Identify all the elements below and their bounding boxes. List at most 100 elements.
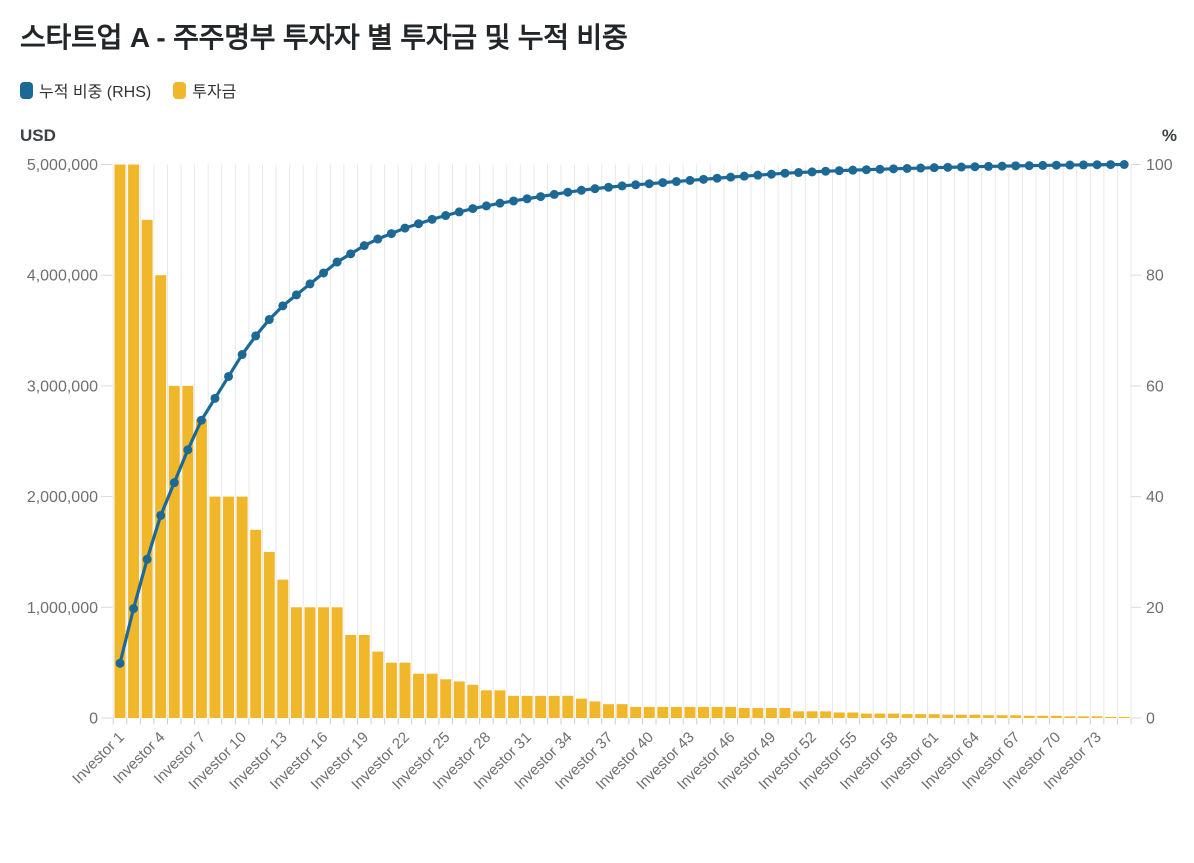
bar-investor-2[interactable] <box>128 164 140 719</box>
bar-investor-58[interactable] <box>888 713 899 718</box>
bar-investor-29[interactable] <box>494 690 506 718</box>
bar-investor-20[interactable] <box>372 651 384 718</box>
dot-investor-20[interactable] <box>373 234 383 244</box>
dot-investor-70[interactable] <box>1051 160 1061 170</box>
dot-investor-27[interactable] <box>468 204 478 214</box>
bar-investor-43[interactable] <box>684 706 696 718</box>
bar-investor-56[interactable] <box>860 713 872 718</box>
bar-investor-64[interactable] <box>969 714 981 718</box>
dot-investor-1[interactable] <box>115 658 125 668</box>
bar-investor-68[interactable] <box>1023 715 1035 718</box>
bar-investor-54[interactable] <box>833 712 845 718</box>
dot-investor-51[interactable] <box>794 168 804 178</box>
dot-investor-66[interactable] <box>997 161 1007 171</box>
bar-investor-11[interactable] <box>250 529 262 718</box>
dot-investor-39[interactable] <box>631 180 641 190</box>
dot-investor-11[interactable] <box>251 331 261 341</box>
dot-investor-52[interactable] <box>807 167 817 177</box>
dot-investor-54[interactable] <box>834 166 844 176</box>
bar-investor-14[interactable] <box>290 607 302 718</box>
dot-investor-21[interactable] <box>386 229 396 239</box>
dot-investor-12[interactable] <box>264 315 274 325</box>
bar-investor-50[interactable] <box>779 708 791 718</box>
bar-investor-69[interactable] <box>1037 715 1049 718</box>
dot-investor-67[interactable] <box>1011 161 1021 171</box>
dot-investor-53[interactable] <box>821 166 831 176</box>
dot-investor-59[interactable] <box>902 163 912 173</box>
dot-investor-3[interactable] <box>142 554 152 564</box>
bar-investor-31[interactable] <box>521 695 533 718</box>
bar-investor-51[interactable] <box>793 711 805 718</box>
dot-investor-45[interactable] <box>712 173 722 183</box>
bar-investor-6[interactable] <box>182 385 194 718</box>
dot-investor-30[interactable] <box>509 196 519 206</box>
bar-investor-75[interactable] <box>1118 716 1130 718</box>
dot-investor-64[interactable] <box>970 162 980 172</box>
bar-investor-19[interactable] <box>358 634 370 718</box>
dot-investor-14[interactable] <box>291 290 301 300</box>
dot-investor-25[interactable] <box>441 211 451 221</box>
bar-investor-55[interactable] <box>847 712 859 718</box>
bar-investor-35[interactable] <box>575 698 587 718</box>
dot-investor-57[interactable] <box>875 164 885 174</box>
dot-investor-73[interactable] <box>1092 160 1102 170</box>
bar-investor-66[interactable] <box>996 715 1008 718</box>
bar-investor-5[interactable] <box>168 385 180 718</box>
bar-investor-65[interactable] <box>983 715 994 718</box>
dot-investor-68[interactable] <box>1024 161 1034 171</box>
dot-investor-15[interactable] <box>305 279 315 289</box>
bar-investor-40[interactable] <box>643 706 655 718</box>
bar-investor-17[interactable] <box>331 607 343 718</box>
dot-investor-36[interactable] <box>590 184 600 194</box>
dot-investor-41[interactable] <box>658 178 668 188</box>
dot-investor-37[interactable] <box>604 182 614 192</box>
bar-investor-27[interactable] <box>467 684 479 718</box>
bar-investor-8[interactable] <box>209 496 221 718</box>
dot-investor-28[interactable] <box>481 201 491 211</box>
dot-investor-47[interactable] <box>739 171 749 181</box>
bar-investor-47[interactable] <box>738 708 750 718</box>
dot-investor-34[interactable] <box>563 187 573 197</box>
dot-investor-72[interactable] <box>1079 160 1089 170</box>
dot-investor-44[interactable] <box>699 174 709 184</box>
dot-investor-71[interactable] <box>1065 160 1075 170</box>
dot-investor-60[interactable] <box>916 163 926 173</box>
dot-investor-23[interactable] <box>414 219 424 229</box>
dot-investor-50[interactable] <box>780 168 790 178</box>
bar-investor-30[interactable] <box>508 695 520 718</box>
bar-investor-4[interactable] <box>155 275 167 718</box>
bar-investor-10[interactable] <box>236 496 248 718</box>
bar-investor-24[interactable] <box>426 673 438 718</box>
dot-investor-22[interactable] <box>400 223 410 233</box>
bar-investor-70[interactable] <box>1050 715 1062 718</box>
dot-investor-17[interactable] <box>332 257 342 267</box>
dot-investor-55[interactable] <box>848 165 858 175</box>
bar-investor-46[interactable] <box>725 706 737 718</box>
bar-investor-25[interactable] <box>440 679 452 718</box>
dot-investor-69[interactable] <box>1038 160 1048 170</box>
bar-investor-18[interactable] <box>345 634 357 718</box>
bar-investor-16[interactable] <box>318 607 330 718</box>
bar-investor-23[interactable] <box>413 673 425 718</box>
dot-investor-16[interactable] <box>319 268 329 278</box>
bar-investor-1[interactable] <box>114 164 126 719</box>
bar-investor-59[interactable] <box>901 714 913 718</box>
bar-investor-7[interactable] <box>195 419 207 718</box>
bar-investor-9[interactable] <box>223 496 235 718</box>
bar-investor-63[interactable] <box>955 714 967 718</box>
dot-investor-46[interactable] <box>726 172 736 182</box>
bar-investor-12[interactable] <box>263 551 275 718</box>
dot-investor-75[interactable] <box>1119 160 1129 169</box>
bar-investor-26[interactable] <box>453 681 465 718</box>
dot-investor-40[interactable] <box>644 179 654 189</box>
dot-investor-2[interactable] <box>129 604 139 614</box>
dot-investor-42[interactable] <box>671 177 681 187</box>
dot-investor-62[interactable] <box>943 162 953 172</box>
dot-investor-38[interactable] <box>617 181 627 191</box>
dot-investor-19[interactable] <box>359 241 369 251</box>
dot-investor-10[interactable] <box>237 350 247 360</box>
dot-investor-31[interactable] <box>522 194 532 204</box>
bar-investor-32[interactable] <box>535 695 547 718</box>
bar-investor-21[interactable] <box>385 662 397 718</box>
dot-investor-65[interactable] <box>984 161 994 171</box>
